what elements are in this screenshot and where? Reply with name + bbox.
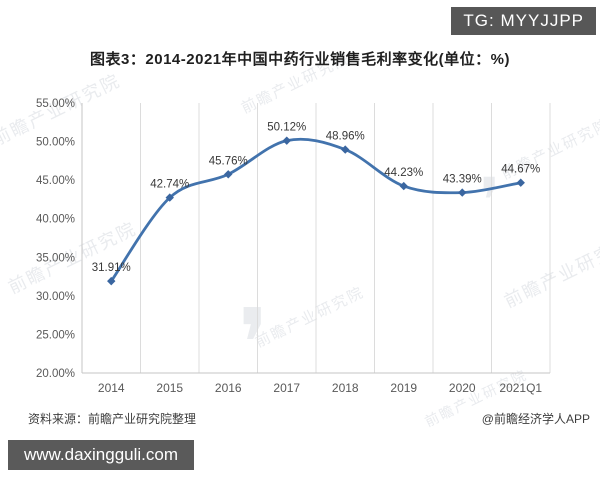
y-tick-label: 30.00% xyxy=(36,291,75,303)
x-tick-label: 2015 xyxy=(156,381,183,395)
y-tick-label: 35.00% xyxy=(36,252,75,264)
y-tick-label: 50.00% xyxy=(36,137,75,149)
data-point-label: 31.91% xyxy=(92,262,131,274)
data-point-label: 44.23% xyxy=(384,167,423,179)
data-point-label: 50.12% xyxy=(267,122,306,134)
data-point-marker xyxy=(224,170,233,179)
x-tick-label: 2016 xyxy=(215,381,242,395)
x-tick-label: 2017 xyxy=(273,381,300,395)
x-tick-label: 2020 xyxy=(449,381,476,395)
y-tick-label: 45.00% xyxy=(36,175,75,187)
y-tick-label: 55.00% xyxy=(36,98,75,110)
x-tick-label: 2021Q1 xyxy=(499,381,542,395)
data-point-label: 44.67% xyxy=(501,164,540,176)
data-point-label: 42.74% xyxy=(150,179,189,191)
data-point-marker xyxy=(282,136,291,145)
data-point-marker xyxy=(165,193,174,202)
x-tick-label: 2019 xyxy=(390,381,417,395)
data-point-label: 45.76% xyxy=(209,155,248,167)
x-tick-label: 2018 xyxy=(332,381,359,395)
chart-title: 图表3：2014-2021年中国中药行业销售毛利率变化(单位：%) xyxy=(90,51,510,68)
credit-note: @前瞻经济学人APP xyxy=(481,412,590,426)
data-point-marker xyxy=(399,181,408,191)
y-tick-label: 40.00% xyxy=(36,214,75,226)
data-point-marker xyxy=(458,188,467,197)
x-tick-label: 2014 xyxy=(98,381,125,395)
source-note: 资料来源：前瞻产业研究院整理 xyxy=(28,412,197,426)
data-point-marker xyxy=(341,145,350,154)
data-point-marker xyxy=(107,276,116,286)
data-point-marker xyxy=(516,178,525,187)
y-tick-label: 25.00% xyxy=(36,329,75,341)
tg-badge: TG: MYYJJPP xyxy=(451,7,596,35)
y-tick-label: 20.00% xyxy=(36,368,75,380)
site-badge: www.daxingguli.com xyxy=(8,440,195,470)
data-point-label: 43.39% xyxy=(443,174,482,186)
data-point-label: 48.96% xyxy=(326,131,365,143)
